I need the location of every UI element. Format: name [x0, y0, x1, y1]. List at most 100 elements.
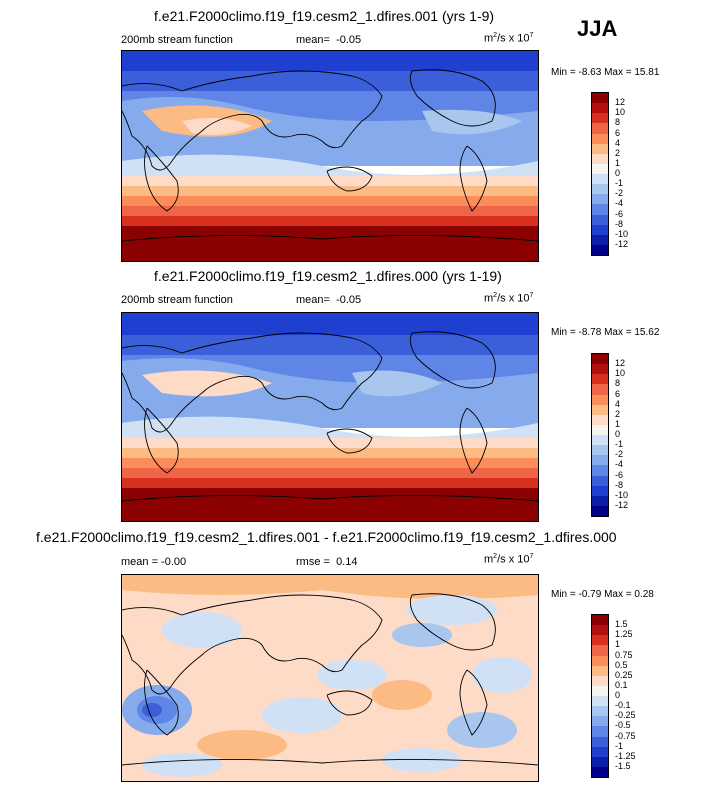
colorbar-swatch: [592, 384, 608, 395]
panel1-title: f.e21.F2000climo.f19_f19.cesm2_1.dfires.…: [154, 8, 495, 24]
panel2-mean-value: -0.05: [336, 294, 362, 306]
panel2-minmax: Min = -8.78 Max = 15.62: [551, 327, 660, 338]
colorbar-swatch: [592, 625, 608, 636]
panel3-minmax: Min = -0.79 Max = 0.28: [551, 589, 654, 600]
colorbar-tick-label: 1.25: [615, 629, 633, 640]
colorbar-swatch: [592, 174, 608, 185]
panel1-mean: mean= -0.05: [296, 34, 361, 46]
colorbar-swatch: [592, 465, 608, 476]
colorbar-swatch: [592, 93, 608, 104]
colorbar-swatch: [592, 204, 608, 215]
colorbar-swatch: [592, 143, 608, 154]
colorbar-swatch: [592, 675, 608, 686]
colorbar-swatch: [592, 194, 608, 205]
colorbar-swatch: [592, 455, 608, 466]
colorbar-swatch: [592, 736, 608, 747]
colorbar-swatch: [592, 214, 608, 225]
colorbar-tick-label: -0.5: [615, 720, 631, 731]
colorbar-tick-label: -1: [615, 178, 624, 189]
panel3-colorbar-swatches: [592, 615, 608, 777]
panel3-rmse-value: 0.14: [336, 556, 358, 568]
colorbar-swatch: [592, 706, 608, 717]
colorbar-tick-label: 10: [615, 107, 626, 118]
panel3-map: [121, 574, 539, 782]
panel1-colorbar-swatches: [592, 93, 608, 255]
colorbar-tick-label: -1.5: [615, 760, 631, 771]
colorbar-swatch: [592, 153, 608, 164]
colorbar-swatch: [592, 184, 608, 195]
colorbar-tick-label: -10: [615, 489, 629, 500]
colorbar-swatch: [592, 435, 608, 446]
colorbar-tick-label: -6: [615, 469, 624, 480]
colorbar-tick-label: -0.1: [615, 700, 631, 711]
panel2-variable-label: 200mb stream function: [121, 294, 233, 306]
colorbar-swatch: [592, 475, 608, 486]
colorbar-tick-label: -1.25: [615, 750, 636, 761]
colorbar-swatch: [592, 394, 608, 405]
colorbar-tick-label: 12: [615, 358, 626, 369]
season-label: JJA: [577, 16, 618, 41]
colorbar-tick-label: -10: [615, 228, 629, 239]
panel2-mean: mean= -0.05: [296, 294, 361, 306]
colorbar-tick-label: -0.25: [615, 710, 636, 721]
panel2-title: f.e21.F2000climo.f19_f19.cesm2_1.dfires.…: [154, 268, 502, 284]
colorbar-tick-label: 4: [615, 398, 621, 409]
colorbar-swatch: [592, 354, 608, 365]
colorbar-tick-label: 8: [615, 117, 621, 128]
colorbar-swatch: [592, 103, 608, 114]
colorbar-swatch: [592, 635, 608, 646]
panel1-units: m2/s x 107: [484, 32, 534, 45]
colorbar-swatch: [592, 113, 608, 124]
colorbar-swatch: [592, 505, 608, 516]
colorbar-tick-label: 0: [615, 429, 621, 439]
colorbar-tick-label: 0: [615, 168, 621, 178]
colorbar-tick-label: 6: [615, 127, 621, 138]
colorbar-swatch: [592, 374, 608, 385]
colorbar-swatch: [592, 364, 608, 375]
colorbar-swatch: [592, 716, 608, 727]
colorbar-swatch: [592, 685, 608, 696]
colorbar-tick-label: 0.5: [615, 659, 628, 670]
panel3-mean-label: mean = -0.00: [121, 556, 187, 568]
panel1-variable-label: 200mb stream function: [121, 34, 233, 46]
colorbar-swatch: [592, 424, 608, 435]
colorbar-tick-label: -6: [615, 208, 624, 219]
colorbar-tick-label: -8: [615, 479, 624, 490]
colorbar-swatch: [592, 234, 608, 245]
colorbar-swatch: [592, 404, 608, 415]
colorbar-swatch: [592, 414, 608, 425]
panel2-mean-label: mean=: [296, 294, 330, 306]
panel3-units: m2/s x 107: [484, 553, 534, 566]
panel2-units: m2/s x 107: [484, 292, 534, 305]
panel2-colorbar-swatches: [592, 354, 608, 516]
colorbar-swatch: [592, 495, 608, 506]
colorbar-swatch: [592, 224, 608, 235]
colorbar-tick-label: 4: [615, 137, 621, 148]
colorbar-tick-label: 1: [615, 639, 621, 650]
colorbar-tick-label: -1: [615, 439, 624, 450]
colorbar-tick-label: 1: [615, 157, 621, 168]
colorbar-tick-label: 1.5: [615, 619, 628, 630]
panel3-rmse-label: rmse =: [296, 556, 330, 568]
colorbar-tick-label: 2: [615, 147, 621, 158]
colorbar-tick-label: 8: [615, 378, 621, 389]
panel2-map: [121, 312, 539, 522]
colorbar-tick-label: 2: [615, 408, 621, 419]
panel1-colorbar: [591, 92, 609, 256]
panel3-rmse: rmse = 0.14: [296, 556, 357, 568]
panel1-map: [121, 50, 539, 262]
colorbar-swatch: [592, 163, 608, 174]
colorbar-tick-label: -12: [615, 499, 629, 510]
colorbar-swatch: [592, 244, 608, 255]
panel2-colorbar: [591, 353, 609, 517]
colorbar-swatch: [592, 645, 608, 656]
panel3-colorbar: [591, 614, 609, 778]
colorbar-tick-label: 0.25: [615, 669, 633, 680]
colorbar-tick-label: -1: [615, 740, 624, 751]
colorbar-tick-label: 1: [615, 418, 621, 429]
colorbar-swatch: [592, 665, 608, 676]
panel1-minmax: Min = -8.63 Max = 15.81: [551, 67, 660, 78]
colorbar-swatch: [592, 756, 608, 767]
panel1-mean-value: -0.05: [336, 34, 362, 46]
panel1-mean-label: mean=: [296, 34, 330, 46]
